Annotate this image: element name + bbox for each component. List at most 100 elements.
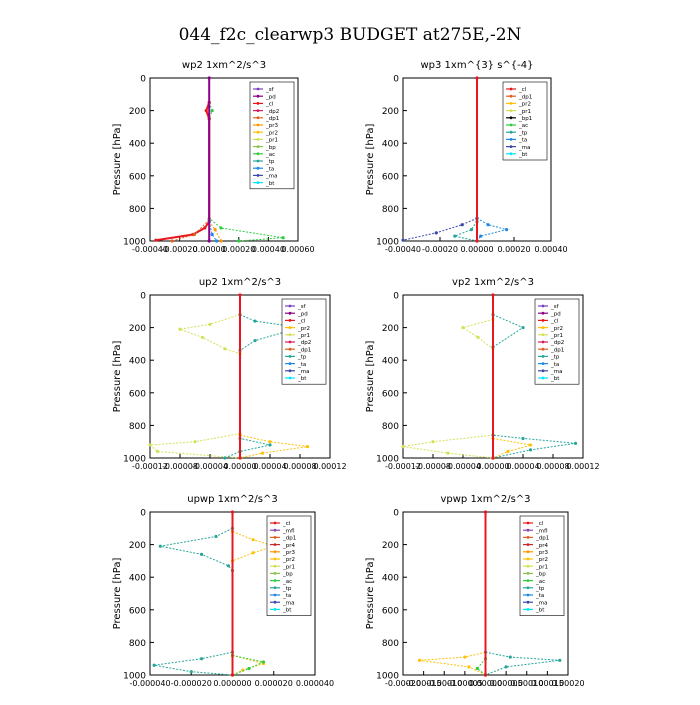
legend-marker [526, 593, 530, 597]
legend-marker [256, 94, 260, 98]
x-tick-label: -0.00015 [406, 679, 442, 688]
x-tick-label: 0.00015 [531, 679, 564, 688]
legend-marker [526, 521, 530, 525]
x-tick-label: -0.000020 [171, 679, 212, 688]
data-point [223, 456, 227, 460]
legend-marker [541, 362, 545, 365]
legend-marker [256, 130, 260, 134]
data-point [207, 76, 211, 80]
x-tick-label: 0.00004 [253, 462, 286, 471]
y-tick-label: 600 [382, 172, 399, 182]
data-point [210, 232, 214, 237]
x-tick-label: 0.00005 [490, 679, 523, 688]
legend-label: _ta [535, 593, 544, 599]
legend-marker [288, 326, 292, 329]
legend-label: _dp1 [535, 536, 549, 542]
data-point [401, 238, 405, 242]
data-point [486, 223, 490, 227]
legend-marker [273, 586, 277, 590]
y-tick-label: 0 [393, 292, 399, 302]
data-point [158, 544, 162, 548]
y-axis-label: Pressure [hPa] [112, 341, 123, 413]
legend-label: _pr3 [265, 123, 279, 129]
legend-marker [256, 87, 260, 91]
x-tick-label: 0.00000 [476, 462, 509, 471]
data-point [238, 293, 242, 297]
x-tick-label: 0.00012 [313, 462, 346, 471]
legend-marker [509, 109, 513, 112]
chart-panel: wp3 1xm^{3} s^{-4} Pressure [hPa] 0 200 400 6… [365, 60, 568, 254]
legend-label: _tp [297, 355, 307, 361]
x-tick-label: -0.00008 [415, 462, 451, 471]
data-point [178, 327, 182, 331]
legend-label: _pr2 [535, 557, 548, 563]
data-point [417, 658, 422, 662]
legend-marker [273, 521, 277, 525]
legend-label: _bp [535, 572, 546, 578]
legend-label: _ma [535, 600, 547, 606]
legend-marker [256, 159, 260, 163]
y-axis-label: Pressure [hPa] [365, 558, 376, 630]
legend-label: _dp1 [518, 94, 532, 100]
legend-marker [526, 579, 530, 582]
legend-marker [273, 572, 277, 575]
legend-label: _bt [265, 181, 275, 187]
legend-marker [288, 304, 292, 308]
data-point [192, 232, 196, 237]
y-tick-label: 0 [140, 292, 146, 302]
legend-label: _ac [518, 123, 528, 129]
legend-label: _pr4 [282, 543, 296, 549]
legend-marker [256, 138, 260, 141]
legend-label: _ma [265, 174, 277, 180]
legend-marker [288, 340, 292, 344]
data-point [558, 658, 562, 662]
x-tick-label: 0.00008 [283, 462, 316, 471]
data-point [506, 449, 510, 454]
legend-label: _ta [282, 593, 291, 599]
x-tick-label: 0.00040 [252, 245, 285, 254]
x-tick-label: -0.00004 [445, 462, 481, 471]
data-point [253, 319, 257, 323]
y-tick-label: 800 [382, 639, 399, 649]
data-point [573, 441, 578, 445]
x-tick-label: 0.000020 [255, 679, 293, 688]
y-tick-label: 200 [129, 107, 146, 117]
legend-marker [288, 355, 292, 358]
legend-label: _dp1 [282, 536, 296, 542]
legend-label: _pd [265, 94, 276, 100]
data-point [483, 510, 488, 514]
series-line-pr2 [419, 651, 486, 676]
data-point [446, 451, 450, 455]
legend-marker [526, 543, 530, 546]
series-line-pr2 [492, 437, 531, 459]
legend-label: _ac [535, 579, 545, 585]
legend-marker [526, 536, 530, 539]
data-point [483, 673, 488, 677]
legend-marker [273, 557, 277, 561]
legend-marker [256, 152, 260, 156]
legend-marker [509, 94, 513, 98]
data-point [505, 227, 509, 232]
legend-label: _tp [550, 355, 560, 361]
legend-label: _ta [297, 362, 306, 368]
legend-label: _tp [518, 130, 528, 136]
legend-marker [541, 319, 545, 322]
x-tick-label: 0.00000 [460, 245, 493, 254]
legend-label: _bt [297, 376, 307, 382]
legend-label: _dp2 [550, 340, 564, 346]
y-tick-label: 800 [129, 205, 146, 215]
series-line-pr1 [148, 314, 241, 459]
legend-label: _cl [535, 521, 544, 527]
legend-label: _pr1 [550, 333, 563, 339]
y-tick-label: 400 [382, 140, 399, 150]
x-tick-label: 0.000000 [213, 679, 251, 688]
y-axis-label: Pressure [hPa] [112, 558, 123, 630]
data-point [204, 109, 208, 113]
legend-label: _bp [282, 572, 293, 578]
legend-label: _pr4 [535, 543, 549, 549]
series-line-ac [476, 658, 486, 676]
x-tick-label: 0.00012 [566, 462, 599, 471]
legend-box [249, 81, 295, 190]
y-tick-label: 1000 [376, 672, 399, 682]
